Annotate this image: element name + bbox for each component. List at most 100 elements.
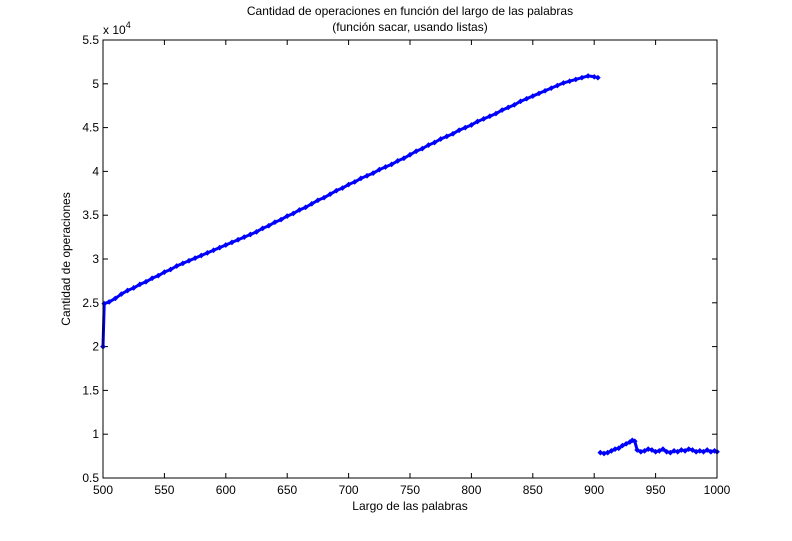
- data-point-trail: [452, 128, 460, 136]
- data-point-trail: [688, 447, 693, 452]
- data-point-trail: [243, 233, 251, 239]
- data-point-trail: [633, 440, 639, 451]
- y-exponent-label: x 104: [103, 20, 131, 37]
- data-point-trail: [587, 74, 595, 79]
- data-point-trail: [280, 214, 288, 221]
- data-point-trail: [640, 449, 645, 454]
- data-point-trail: [593, 75, 599, 80]
- data-point-trail: [501, 106, 509, 112]
- data-point-trail: [677, 448, 683, 454]
- data-point-trail: [702, 448, 708, 454]
- x-tick-label: 950: [646, 483, 666, 497]
- x-axis-label: Largo de las palabras: [352, 499, 467, 513]
- data-point-trail: [151, 274, 159, 280]
- data-point-trail: [643, 447, 649, 453]
- data-point-trail: [427, 141, 436, 147]
- data-point-trail: [446, 132, 454, 138]
- data-point-trail: [710, 449, 715, 454]
- data-point-trail: [569, 77, 577, 83]
- data-point-trail: [544, 86, 552, 93]
- y-tick-label: 5: [92, 77, 99, 91]
- x-tick-label: 550: [154, 483, 174, 497]
- data-point-trail: [581, 74, 589, 80]
- data-point-trail: [409, 149, 417, 157]
- data-point-trail: [658, 447, 664, 453]
- data-point-trail: [470, 120, 479, 127]
- data-point-trail: [631, 438, 636, 443]
- data-point-trail: [353, 177, 362, 184]
- y-axis-label: Cantidad de operaciones: [59, 192, 73, 325]
- data-point-trail: [298, 205, 307, 212]
- data-point-trail: [495, 108, 503, 115]
- data-point-trail: [415, 147, 423, 153]
- y-tick-label: 3: [92, 252, 99, 266]
- data-point-trail: [114, 292, 123, 300]
- data-point-trail: [614, 446, 620, 451]
- data-point-trail: [513, 100, 522, 107]
- data-point-trail: [103, 300, 110, 306]
- data-point-trail: [231, 238, 239, 244]
- data-point-trail: [699, 449, 704, 454]
- data-point-trail: [372, 168, 381, 175]
- data-point-trail: [249, 230, 258, 236]
- data-point-trail: [169, 264, 178, 271]
- data-point-trail: [538, 89, 546, 95]
- data-point-trail: [341, 183, 350, 190]
- data-point-trail: [360, 174, 368, 180]
- data-point-trail: [120, 289, 129, 296]
- data-point-trail: [194, 254, 202, 260]
- x-tick-label: 750: [400, 483, 420, 497]
- x-tick-label: 600: [216, 483, 236, 497]
- data-point-trail: [182, 259, 190, 265]
- y-tick-label: 5.5: [82, 33, 99, 47]
- plot-frame: [102, 39, 718, 479]
- data-point-trail: [132, 283, 141, 290]
- data-point-trail: [556, 81, 565, 87]
- data-point-trail: [655, 449, 660, 454]
- data-point-trail: [219, 243, 227, 249]
- x-tick-label: 850: [523, 483, 543, 497]
- data-point-trail: [212, 246, 221, 252]
- y-tick-label: 2.5: [82, 296, 99, 310]
- data-point-trail: [390, 159, 399, 166]
- data-point-trail: [323, 192, 331, 199]
- data-point-trail: [628, 439, 634, 444]
- data-point-trail: [625, 440, 631, 446]
- data-point-trail: [139, 280, 147, 286]
- data-point-trail: [262, 224, 270, 230]
- data-point-trail: [286, 212, 294, 218]
- data-point-trail: [489, 112, 497, 118]
- data-point-trail: [550, 84, 558, 90]
- data-point-trail: [255, 227, 264, 234]
- data-point-trail: [176, 262, 184, 268]
- data-point-trail: [706, 448, 712, 454]
- data-point-trail: [200, 251, 208, 257]
- data-point-trail: [433, 137, 442, 144]
- data-point-trail: [304, 202, 313, 209]
- data-point-trail: [157, 270, 166, 277]
- data-point-trail: [666, 450, 671, 455]
- data-point-trail: [206, 248, 215, 255]
- chart-subtitle: (función sacar, usando listas): [332, 20, 487, 34]
- data-point-trail: [225, 240, 233, 247]
- data-point-trail: [268, 220, 276, 228]
- data-point-trail: [603, 451, 609, 455]
- data-point-trail: [532, 92, 540, 98]
- y-tick-label: 0.5: [82, 471, 99, 485]
- data-point-trail: [329, 189, 338, 196]
- x-tick-label: 700: [339, 483, 359, 497]
- data-point-trail: [575, 76, 583, 81]
- data-point-trail: [483, 114, 491, 121]
- data-point-trail: [126, 286, 135, 292]
- data-point-trail: [464, 123, 472, 129]
- data-point-trail: [378, 165, 387, 172]
- data-points: [100, 73, 720, 457]
- axis-ticks: 500 550 600 650 700 750 800 850 900 950 1000 0.5 1 1.…: [82, 33, 730, 497]
- data-point-trail: [403, 153, 411, 160]
- data-point-trail: [651, 448, 657, 454]
- data-point-trail: [335, 186, 344, 193]
- data-point-trail: [647, 447, 653, 452]
